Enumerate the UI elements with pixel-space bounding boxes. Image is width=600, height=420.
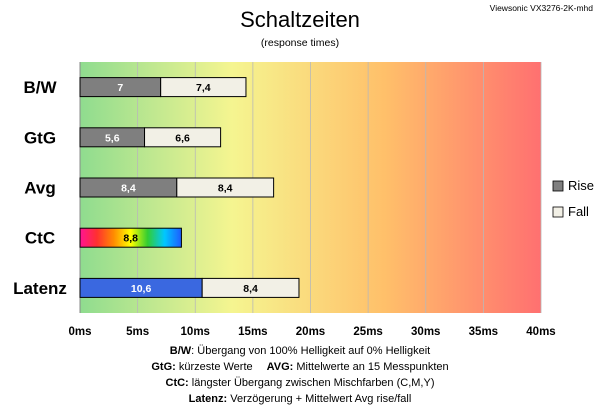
bar-fall (144, 127, 222, 148)
bar-row-latenz: 10,6 8,4 (79, 277, 300, 298)
x-tick-label: 35ms (469, 326, 498, 338)
bars: 7 7,45,6 6,68,4 8,48,810,6 8,4 (79, 77, 300, 298)
x-tick-label: 5ms (126, 326, 149, 338)
x-tick-label: 10ms (181, 326, 210, 338)
legend-swatch-rise (552, 180, 564, 192)
bar-fall (160, 77, 247, 98)
legend-swatch-fall (552, 206, 564, 218)
footnote-ctc-text: längster Übergang zwischen Mischfarben (… (189, 377, 435, 389)
footnotes: B/W: Übergang von 100% Helligkeit auf 0%… (151, 345, 448, 405)
bar-rise-label: 10,6 (131, 283, 152, 295)
category-label: B/W (23, 78, 57, 97)
x-tick-label: 15ms (238, 326, 267, 338)
bar-fall-label: 6,6 (175, 132, 190, 144)
footnote-bw-text: : Übergang von 100% Helligkeit auf 0% He… (191, 345, 430, 357)
legend: Rise Fall (552, 178, 594, 219)
category-label: Avg (24, 179, 56, 198)
legend-item-rise: Rise (552, 178, 594, 193)
footnote-avg-text: Mittelwerte an 15 Messpunkten (293, 361, 448, 373)
category-label: CtC (25, 229, 55, 248)
category-label: GtG (24, 128, 56, 147)
bar-fall-label: 8,4 (243, 283, 258, 295)
footnote-bw-key: B/W (170, 345, 192, 357)
legend-label-rise: Rise (568, 178, 594, 193)
bar-row-gtg: 5,6 6,6 (79, 127, 222, 148)
x-tick-label: 20ms (296, 326, 325, 338)
bar-row-avg: 8,4 8,4 (79, 177, 275, 198)
footnote-latenz: Latenz: Verzögerung + Mittelwert Avg ris… (189, 393, 412, 405)
footnote-gtg-text: kürzeste Werte (176, 361, 253, 373)
bar-row-bw: 7 7,4 (79, 77, 247, 98)
footnote-ctc-key: CtC: (166, 377, 189, 389)
chart-title: Schaltzeiten (240, 7, 360, 32)
footnote-bw: B/W: Übergang von 100% Helligkeit auf 0%… (170, 345, 430, 357)
footnote-avg-key: AVG: (267, 361, 294, 373)
chart-subtitle: (response times) (261, 37, 339, 49)
footnote-gtg-avg: GtG: kürzeste Werte AVG: Mittelwerte an 1… (151, 361, 448, 373)
footnote-ctc: CtC: längster Übergang zwischen Mischfar… (166, 377, 435, 389)
bar-fall-label: 7,4 (196, 82, 211, 94)
legend-label-fall: Fall (568, 204, 589, 219)
bar-fall (176, 177, 275, 198)
bar-row-ctc: 8,8 (79, 227, 182, 248)
footnote-gtg-key: GtG: (151, 361, 175, 373)
bar-rise (79, 227, 182, 248)
bar-rise-label: 5,6 (105, 132, 120, 144)
bar-rise-label: 7 (117, 82, 123, 94)
x-tick-label: 40ms (526, 326, 555, 338)
bar-rise-label: 8,8 (123, 233, 138, 245)
footnote-latenz-key: Latenz: (189, 393, 228, 405)
monitor-model: Viewsonic VX3276-2K-mhd (490, 3, 594, 13)
footnote-latenz-text: Verzögerung + Mittelwert Avg rise/fall (227, 393, 411, 405)
category-labels: B/W GtG Avg CtC Latenz (13, 78, 67, 298)
bar-fall (201, 277, 300, 298)
x-tick-label: 25ms (353, 326, 382, 338)
legend-item-fall: Fall (552, 204, 589, 219)
category-label: Latenz (13, 279, 67, 298)
bar-rise-label: 8,4 (121, 183, 136, 195)
x-tick-label: 30ms (411, 326, 440, 338)
bar-fall-label: 8,4 (218, 183, 233, 195)
x-axis-ticks: 0ms 5ms 10ms 15ms 20ms 25ms 30ms 35ms 40ms (68, 326, 555, 338)
x-tick-label: 0ms (68, 326, 91, 338)
